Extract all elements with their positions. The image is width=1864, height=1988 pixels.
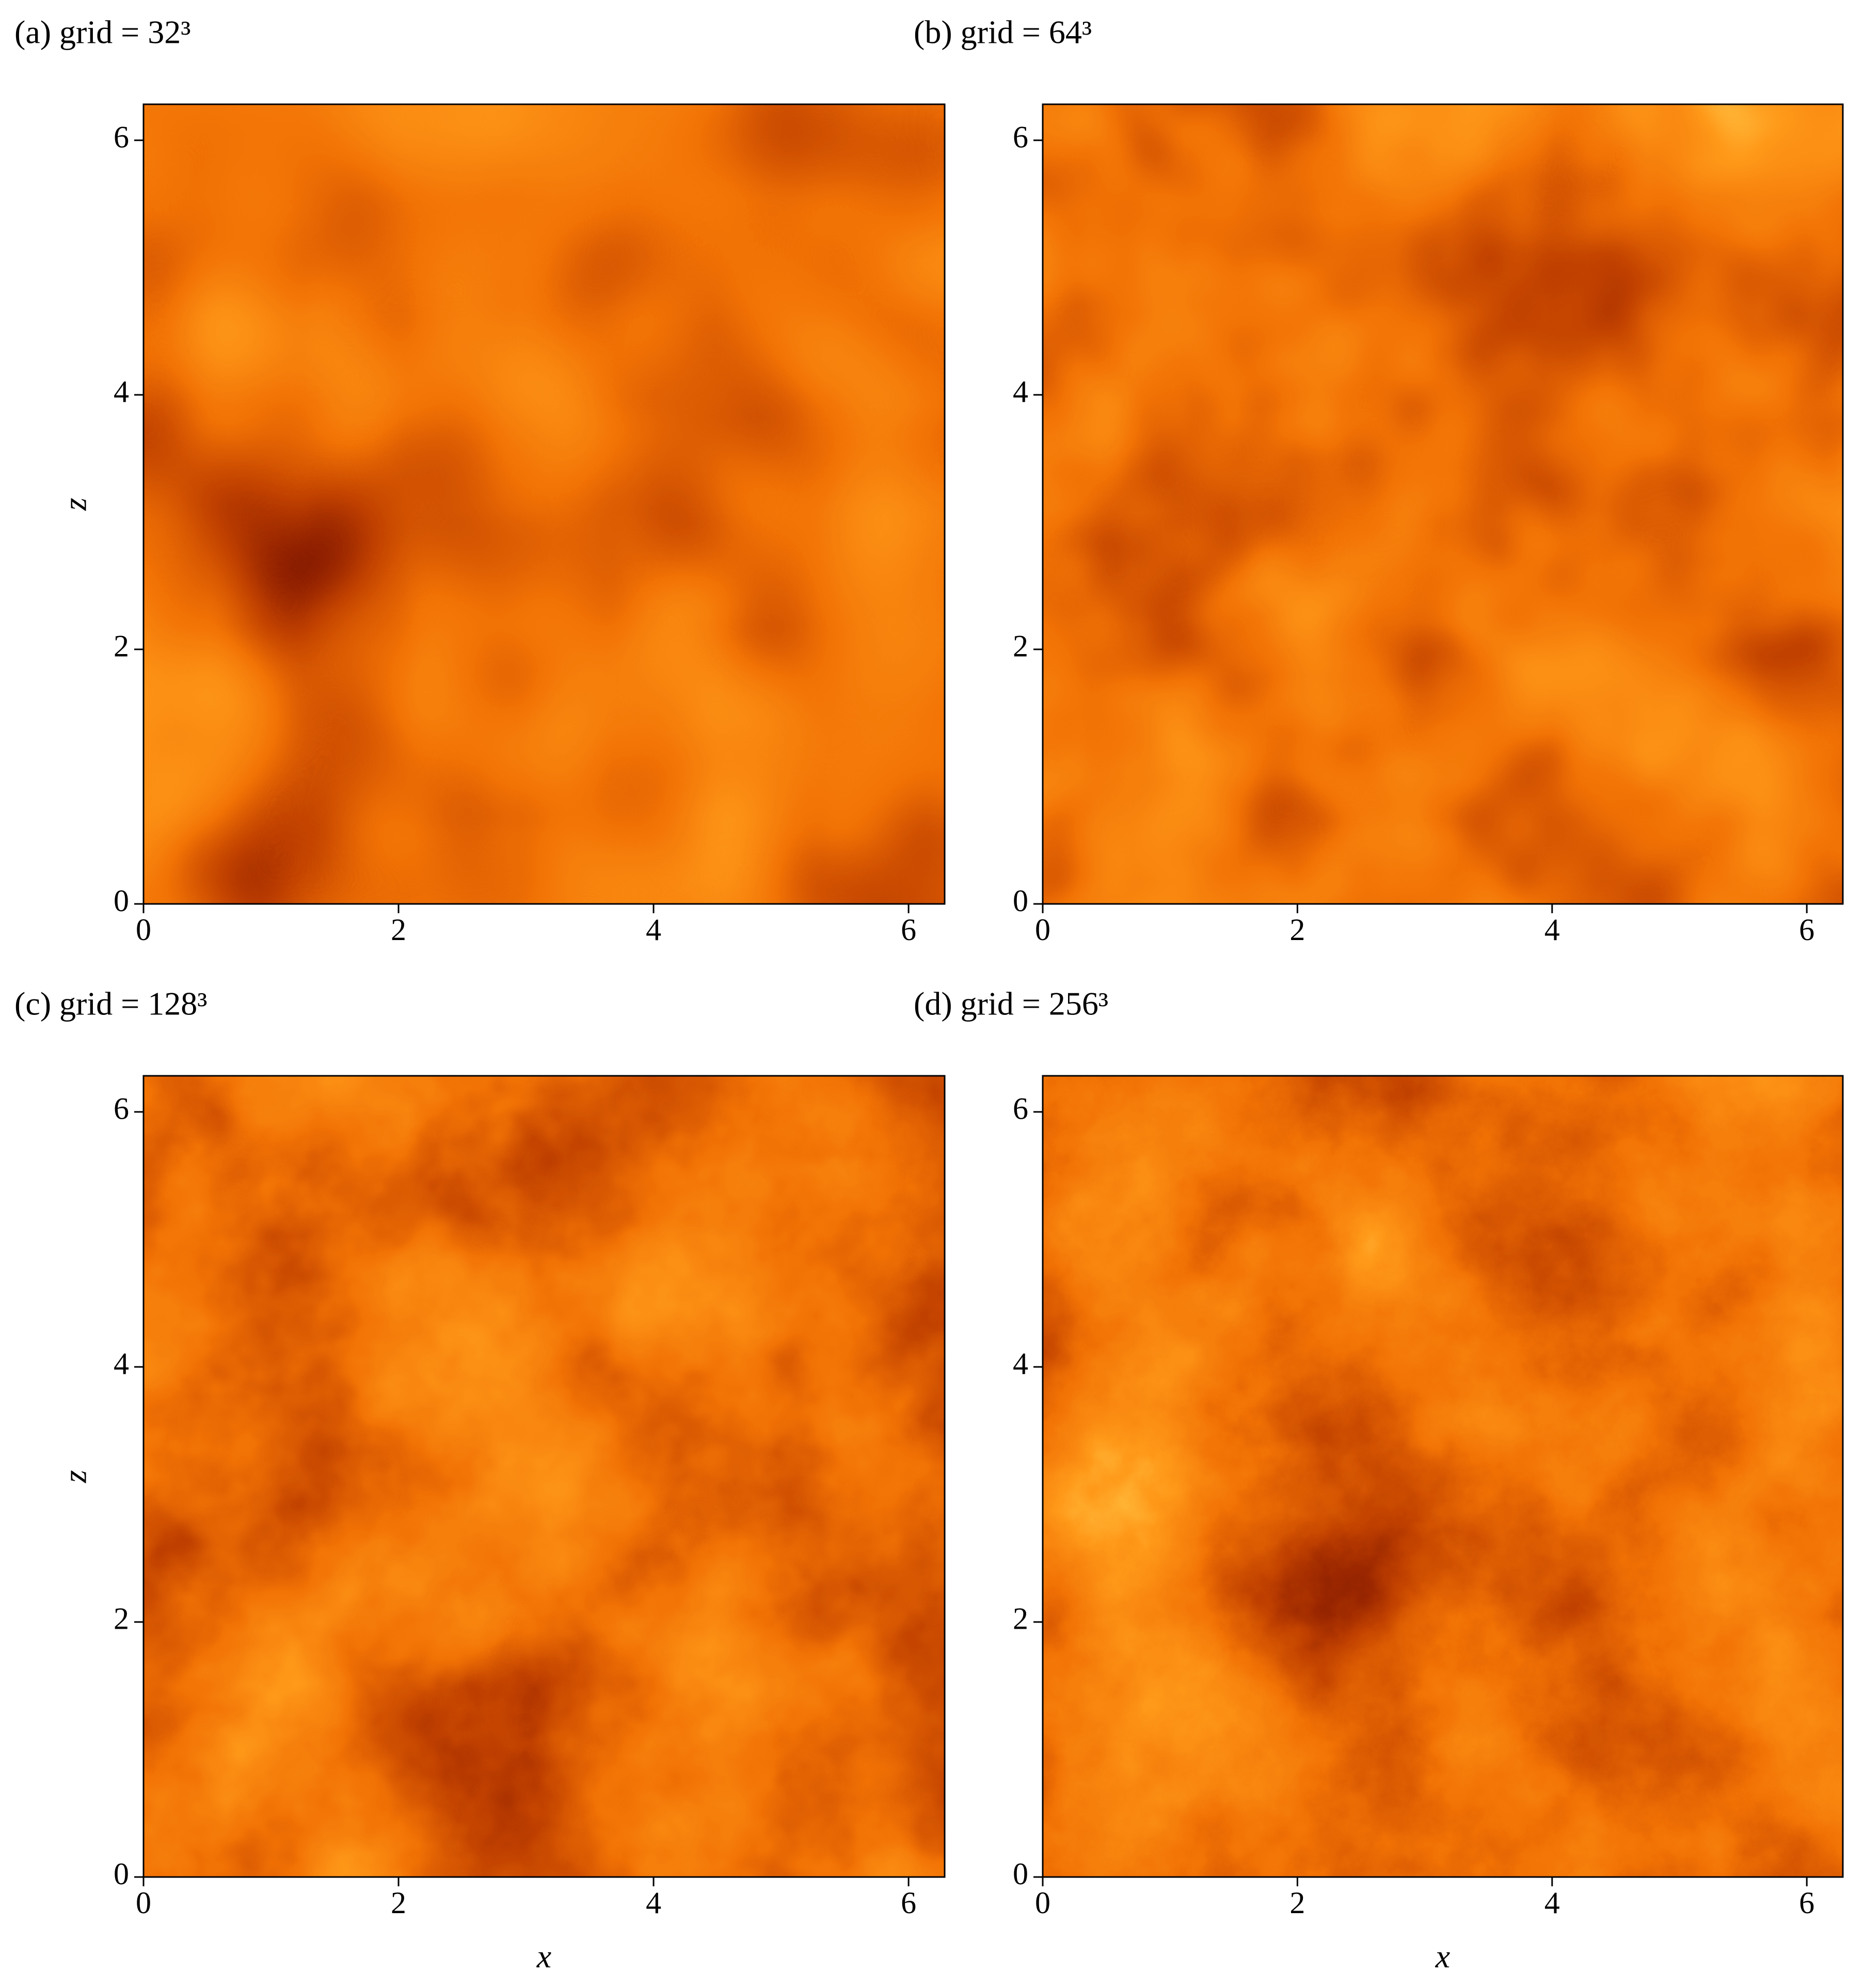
heatmap-field: [1043, 1076, 1843, 1877]
axes-frame: [1042, 1075, 1844, 1878]
x-tick-label: 4: [1544, 913, 1560, 947]
x-axis-label: x: [536, 1938, 551, 1975]
x-tick-label: 0: [136, 1886, 151, 1920]
heatmap-field: [1043, 104, 1843, 904]
y-tick-label: 6: [1013, 1092, 1028, 1126]
x-tick-label: 4: [646, 1886, 661, 1920]
y-tick-label: 2: [114, 629, 129, 663]
x-tick-label: 2: [1289, 913, 1305, 947]
x-tick-label: 6: [1799, 1886, 1814, 1920]
x-tick-label: 2: [391, 913, 406, 947]
panel-title: (c) grid = 128³: [14, 985, 207, 1022]
x-axis-label: x: [1435, 1938, 1450, 1975]
y-tick-label: 2: [1013, 1602, 1028, 1636]
x-tick-label: 4: [646, 913, 661, 947]
y-tick-label: 2: [1013, 629, 1028, 663]
x-tick-label: 0: [136, 913, 151, 947]
heatmap-field: [144, 104, 945, 904]
y-tick-label: 0: [114, 1857, 129, 1891]
y-tick-label: 2: [114, 1602, 129, 1636]
y-tick-label: 6: [1013, 120, 1028, 154]
panel-title: (d) grid = 256³: [914, 985, 1108, 1022]
y-tick-label: 6: [114, 1092, 129, 1126]
x-tick-label: 0: [1035, 1886, 1050, 1920]
x-tick-label: 4: [1544, 1886, 1560, 1920]
y-tick-label: 4: [1013, 375, 1028, 409]
axes-frame: [142, 103, 946, 905]
axes-frame: [142, 1075, 946, 1878]
y-tick-label: 4: [1013, 1347, 1028, 1381]
y-tick-label: 0: [1013, 1857, 1028, 1891]
x-tick-label: 6: [901, 1886, 916, 1920]
x-tick-label: 2: [1289, 1886, 1305, 1920]
y-axis-label: z: [57, 498, 93, 511]
x-tick-label: 6: [1799, 913, 1814, 947]
axes-frame: [1042, 103, 1844, 905]
panel-title: (b) grid = 64³: [914, 14, 1092, 51]
y-tick-label: 0: [114, 884, 129, 918]
x-tick-label: 0: [1035, 913, 1050, 947]
y-tick-label: 6: [114, 120, 129, 154]
y-tick-label: 4: [114, 1347, 129, 1381]
heatmap-field: [144, 1076, 945, 1877]
y-tick-label: 0: [1013, 884, 1028, 918]
x-tick-label: 2: [391, 1886, 406, 1920]
y-axis-label: z: [57, 1470, 93, 1483]
panel-title: (a) grid = 32³: [14, 14, 190, 51]
y-tick-label: 4: [114, 375, 129, 409]
x-tick-label: 6: [901, 913, 916, 947]
